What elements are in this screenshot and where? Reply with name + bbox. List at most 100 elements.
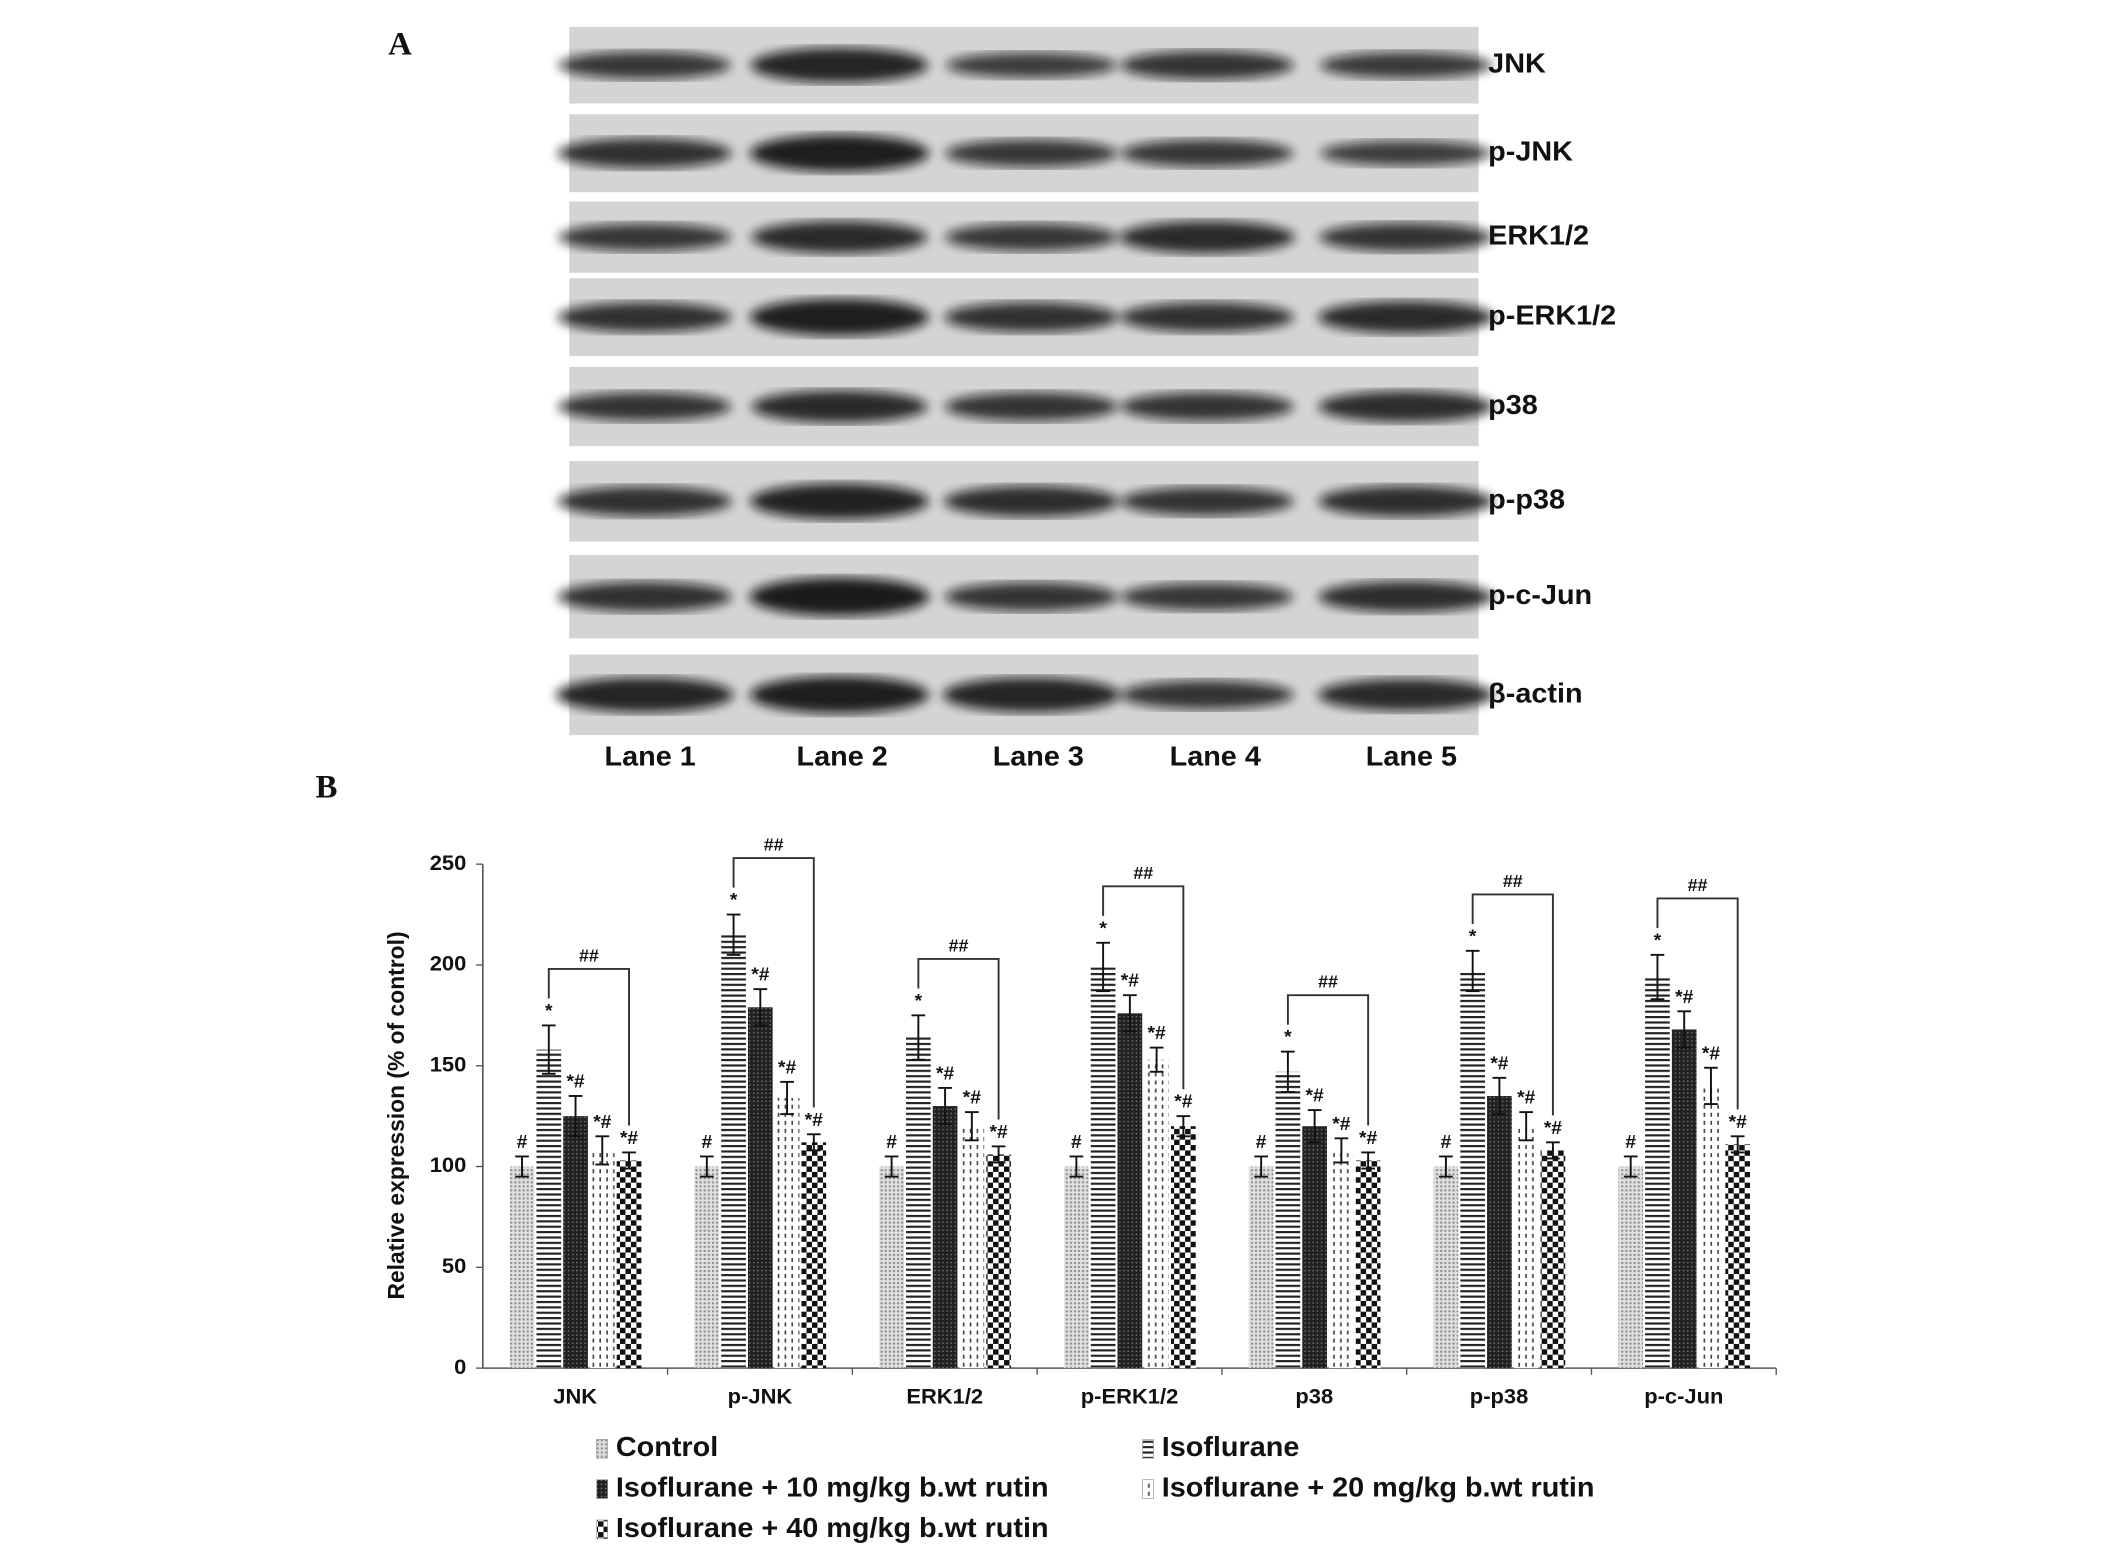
blot-band [1120, 583, 1294, 611]
significance-mark: *# [805, 1110, 824, 1131]
bar [1144, 1059, 1169, 1369]
error-bar [1149, 1046, 1164, 1073]
blot-band [1319, 222, 1493, 252]
x-tick-label: p-p38 [1470, 1384, 1529, 1409]
bracket [917, 957, 1000, 1120]
bar [1725, 1144, 1751, 1369]
error-bar [541, 1024, 556, 1075]
blot-band [750, 47, 929, 83]
bracket-label: ## [1318, 972, 1338, 992]
error-bar [1677, 1010, 1692, 1049]
bar [1671, 1029, 1697, 1369]
bar [1090, 966, 1116, 1369]
blot-band [1318, 485, 1494, 517]
significance-mark: *# [778, 1058, 797, 1079]
error-bar [1519, 1111, 1534, 1142]
bar [1698, 1085, 1724, 1369]
legend-swatch [596, 1519, 608, 1540]
error-bar [1254, 1155, 1269, 1178]
y-tick-label: 50 [442, 1253, 466, 1278]
significance-mark: *# [751, 965, 770, 986]
bracket [732, 857, 815, 1108]
legend-label: Isoflurane + 20 mg/kg b.wt rutin [1162, 1472, 1595, 1504]
y-tick-label: 200 [430, 951, 467, 976]
y-axis-title: Relative expression (% of control) [383, 931, 409, 1299]
bar [1355, 1160, 1381, 1369]
blot-band [942, 677, 1121, 713]
bracket [1286, 994, 1370, 1126]
significance-mark: *# [1702, 1043, 1721, 1064]
legend-swatch [596, 1479, 608, 1499]
error-bar [1492, 1076, 1507, 1116]
bar [801, 1142, 827, 1369]
error-bar [806, 1133, 821, 1152]
bar [589, 1150, 615, 1369]
bar [905, 1037, 931, 1369]
blot-band [944, 392, 1119, 421]
blot-band [1318, 581, 1494, 613]
blot-band [557, 302, 732, 333]
blot-band [558, 223, 731, 251]
significance-mark: *# [1148, 1023, 1167, 1044]
significance-mark: *# [1121, 971, 1140, 992]
bar [1513, 1126, 1539, 1369]
significance-mark: *# [1306, 1086, 1325, 1107]
significance-mark: * [1469, 927, 1477, 948]
error-bar [1546, 1141, 1560, 1160]
bar [1275, 1071, 1301, 1369]
error-bar [1704, 1066, 1718, 1105]
bar [563, 1116, 588, 1369]
lane-label: Lane 4 [1170, 741, 1261, 773]
blot-band [1120, 139, 1294, 167]
error-bar [991, 1145, 1006, 1164]
x-tick-label: JNK [553, 1384, 597, 1409]
significance-mark: *# [1675, 987, 1694, 1008]
significance-mark: * [545, 1001, 553, 1022]
error-bar [699, 1155, 714, 1178]
bar [986, 1154, 1011, 1369]
significance-mark: *# [593, 1112, 612, 1133]
band-label: p38 [1488, 389, 1538, 421]
significance-mark: * [1284, 1027, 1292, 1048]
bar [1487, 1095, 1512, 1369]
blot-band [749, 134, 929, 172]
blot-band [944, 302, 1119, 333]
error-bar [911, 1014, 926, 1061]
error-bar [1623, 1155, 1638, 1178]
legend-swatch [596, 1439, 608, 1459]
significance-mark: *# [1544, 1118, 1563, 1139]
significance-mark: # [886, 1132, 897, 1153]
lane-label: Lane 3 [993, 741, 1084, 773]
significance-mark: *# [1332, 1114, 1351, 1135]
band-label: p-p38 [1488, 484, 1565, 516]
blot-band [1120, 50, 1294, 80]
error-bar [1439, 1155, 1453, 1178]
significance-mark: # [1256, 1132, 1267, 1153]
significance-mark: *# [620, 1128, 639, 1149]
y-tick-label: 0 [454, 1354, 466, 1379]
significance-mark: * [915, 991, 923, 1012]
bar [616, 1160, 642, 1369]
bracket-label: ## [1133, 863, 1153, 883]
error-bar [515, 1155, 529, 1178]
blot-band [945, 139, 1118, 167]
blot-band [946, 52, 1117, 78]
bar [1302, 1126, 1327, 1369]
blot-band [557, 581, 732, 612]
panel-label: B [315, 770, 337, 806]
bracket [547, 968, 630, 1126]
significance-mark: *# [1729, 1112, 1748, 1133]
blot-band [557, 486, 732, 517]
error-bar [568, 1095, 583, 1138]
band-label: p-JNK [1488, 136, 1573, 168]
error-bar [1334, 1137, 1349, 1164]
blot-band [749, 577, 930, 616]
bar [1248, 1166, 1274, 1369]
bar [774, 1097, 800, 1369]
bracket-label: ## [579, 946, 599, 966]
bar [1460, 970, 1486, 1369]
bar [694, 1166, 720, 1369]
error-bar [1176, 1115, 1191, 1138]
bar [1329, 1150, 1354, 1369]
